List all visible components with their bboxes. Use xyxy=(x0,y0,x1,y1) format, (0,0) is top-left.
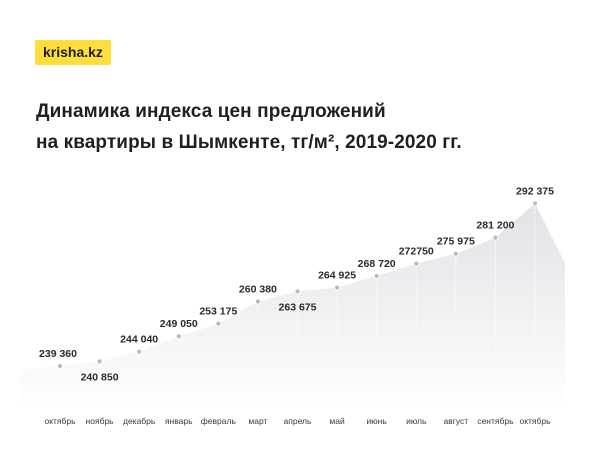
data-point xyxy=(96,358,103,365)
data-point xyxy=(333,284,341,291)
value-label: 239 360 xyxy=(39,348,77,360)
value-label: 240 850 xyxy=(81,371,119,383)
value-label: 268 720 xyxy=(358,258,396,270)
month-label: июль xyxy=(406,416,427,426)
value-label: 249 050 xyxy=(160,318,198,330)
value-label: 264 925 xyxy=(318,270,356,282)
data-point xyxy=(531,200,539,207)
data-point xyxy=(492,234,499,241)
data-point xyxy=(175,333,182,340)
value-label: 263 675 xyxy=(279,301,317,313)
chart-title: Динамика индекса цен предложений на квар… xyxy=(36,96,462,158)
value-label: 260 380 xyxy=(239,284,277,296)
month-label: февраль xyxy=(201,416,237,426)
data-point xyxy=(413,260,420,267)
data-point xyxy=(136,348,143,355)
data-point xyxy=(294,288,301,295)
month-label: апрель xyxy=(284,416,312,426)
area-fill xyxy=(20,203,565,410)
month-label: август xyxy=(444,416,469,426)
data-point xyxy=(254,298,262,305)
month-label: октябрь xyxy=(44,416,76,426)
value-label: 253 175 xyxy=(199,306,237,318)
value-label: 244 040 xyxy=(120,334,158,346)
month-label: май xyxy=(329,416,345,426)
month-label: октябрь xyxy=(519,416,551,426)
month-label: январь xyxy=(165,416,193,426)
value-label: 292 375 xyxy=(516,185,554,197)
data-point xyxy=(452,250,459,257)
chart-title-line-1: Динамика индекса цен предложений xyxy=(36,101,386,122)
chart-title-line-2: на квартиры в Шымкенте, тг/м², 2019-2020… xyxy=(36,132,462,153)
month-label: июнь xyxy=(367,416,388,426)
brand-logo: krisha.kz xyxy=(35,40,111,65)
data-point xyxy=(215,320,222,327)
data-point xyxy=(373,272,380,280)
value-label: 281 200 xyxy=(476,220,514,232)
value-label: 272750 xyxy=(399,246,434,258)
data-point xyxy=(56,362,64,370)
month-label: март xyxy=(248,416,267,426)
month-label: ноябрь xyxy=(86,416,115,426)
month-label: декабрь xyxy=(123,416,156,426)
month-label: сентябрь xyxy=(477,416,514,426)
value-label: 275 975 xyxy=(437,236,475,248)
